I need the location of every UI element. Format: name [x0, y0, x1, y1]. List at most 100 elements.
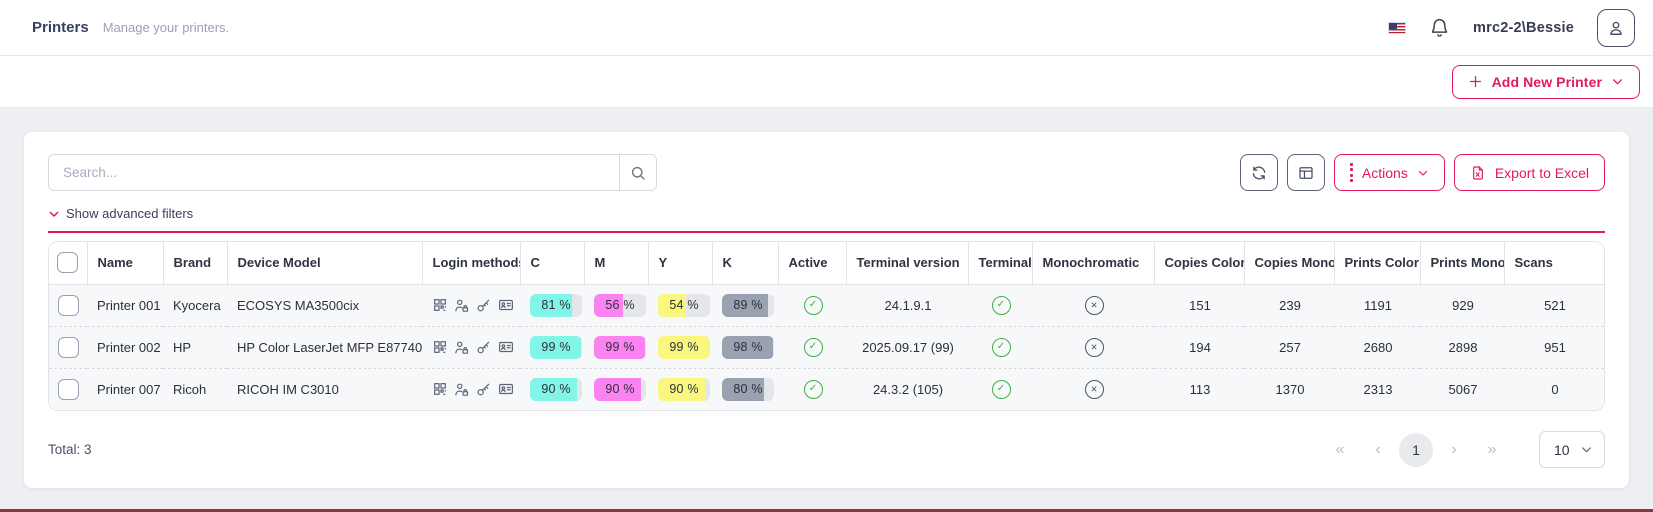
- login-methods: [432, 296, 515, 314]
- toner-y-badge: 99 %: [658, 335, 710, 359]
- topbar-right: mrc2-2\Bessie: [1388, 8, 1635, 47]
- column-header-y[interactable]: Y: [648, 242, 713, 284]
- key-icon: [475, 297, 492, 314]
- toner-y-badge: 90 %: [658, 377, 710, 401]
- user-lock-icon: [453, 297, 470, 314]
- page-size-select[interactable]: 10: [1539, 431, 1605, 468]
- terminal-status-icon: ✓: [991, 379, 1011, 399]
- cell-copies-color: 194: [1154, 325, 1244, 368]
- cell-scans: 951: [1504, 325, 1604, 368]
- chevron-down-icon: [48, 208, 60, 220]
- cell-copies-color: 113: [1154, 367, 1244, 410]
- monochromatic-status-icon: ✕: [1084, 337, 1104, 357]
- toner-k-badge: 80 %: [722, 377, 774, 401]
- column-header-monochromatic[interactable]: Monochromatic: [1032, 242, 1155, 284]
- cell-name: Printer 002: [87, 325, 163, 368]
- user-menu-button[interactable]: [1597, 8, 1635, 47]
- id-card-icon: [497, 380, 515, 398]
- cell-copies-mono: 1370: [1244, 367, 1334, 410]
- show-advanced-filters-toggle[interactable]: Show advanced filters: [48, 206, 193, 221]
- column-header-brand[interactable]: Brand: [163, 242, 228, 284]
- column-header-prints-mono[interactable]: Prints Mono: [1420, 242, 1505, 284]
- qr-code-icon: [432, 297, 448, 313]
- page-title: Printers: [32, 19, 89, 36]
- cell-prints-color: 1191: [1364, 297, 1392, 313]
- last-page-button[interactable]: »: [1475, 433, 1509, 467]
- cell-device-model: ECOSYS MA3500cix: [237, 297, 360, 313]
- refresh-button[interactable]: [1239, 154, 1278, 191]
- table-header-row: Name Brand Device Model Login methods C …: [49, 242, 1604, 284]
- column-header-name[interactable]: Name: [87, 242, 164, 284]
- cell-prints-color: 2313: [1334, 367, 1420, 410]
- column-header-k[interactable]: K: [712, 242, 779, 284]
- cell-scans: 521: [1544, 297, 1566, 313]
- column-header-terminal-version[interactable]: Terminal version: [846, 242, 969, 284]
- actions-label: Actions: [1361, 164, 1408, 181]
- refresh-icon: [1250, 164, 1268, 182]
- table-row[interactable]: Printer 001 Kyocera ECOSYS MA3500cix: [49, 284, 1604, 326]
- show-advanced-filters-label: Show advanced filters: [66, 206, 194, 221]
- cell-scans: 0: [1504, 367, 1604, 410]
- id-card-icon: [497, 296, 515, 314]
- actions-button[interactable]: Actions: [1333, 154, 1445, 191]
- column-header-scans[interactable]: Scans: [1504, 242, 1604, 284]
- row-checkbox[interactable]: [57, 294, 79, 316]
- cell-terminal-version: 24.3.2 (105): [846, 367, 968, 410]
- excel-file-icon: [1470, 165, 1486, 181]
- red-divider: [48, 231, 1605, 233]
- toner-c-badge: 90 %: [530, 377, 582, 401]
- cell-name: Printer 007: [87, 367, 163, 410]
- search-group: [48, 154, 657, 191]
- column-header-copies-mono[interactable]: Copies Mono: [1244, 242, 1335, 284]
- table-row[interactable]: Printer 002 HP HP Color LaserJet MFP E87…: [49, 325, 1604, 368]
- table-footer: Total: 3 « ‹ 1 › » 10: [48, 431, 1605, 468]
- cell-prints-mono: 929: [1452, 297, 1474, 313]
- plus-icon: [1468, 74, 1483, 89]
- notifications-bell-icon[interactable]: [1429, 17, 1450, 38]
- qr-code-icon: [432, 339, 448, 355]
- row-checkbox[interactable]: [57, 378, 79, 400]
- table-row[interactable]: Printer 007 Ricoh RICOH IM C3010: [49, 367, 1604, 410]
- add-new-printer-button[interactable]: Add New Printer: [1451, 64, 1640, 99]
- user-avatar-icon: [1606, 18, 1626, 38]
- toner-c-badge: 81 %: [530, 293, 582, 317]
- column-header-copies-color[interactable]: Copies Color: [1154, 242, 1245, 284]
- login-methods: [432, 338, 513, 356]
- previous-page-button[interactable]: ‹: [1361, 433, 1395, 467]
- column-header-prints-color[interactable]: Prints Color: [1334, 242, 1421, 284]
- search-button[interactable]: [619, 155, 656, 190]
- column-header-c[interactable]: C: [520, 242, 585, 284]
- monochromatic-status-icon: ✕: [1084, 379, 1104, 399]
- qr-code-icon: [432, 381, 448, 397]
- page-subtitle: Manage your printers.: [102, 20, 230, 35]
- select-all-checkbox[interactable]: [57, 252, 79, 274]
- row-checkbox[interactable]: [57, 336, 79, 358]
- printers-card: Actions Export to Excel: [24, 132, 1629, 488]
- kebab-dots-icon: [1349, 162, 1353, 183]
- column-header-device-model[interactable]: Device Model: [227, 242, 423, 284]
- terminal-status-icon: ✓: [991, 337, 1011, 357]
- toner-c-badge: 99 %: [530, 335, 582, 359]
- cell-copies-mono: 239: [1279, 297, 1301, 313]
- first-page-button[interactable]: «: [1323, 433, 1357, 467]
- toner-m-badge: 90 %: [594, 377, 646, 401]
- column-header-login-methods[interactable]: Login methods: [422, 242, 521, 284]
- language-flag-icon[interactable]: [1388, 21, 1407, 34]
- column-header-terminal[interactable]: Terminal: [968, 242, 1033, 284]
- active-status-icon: ✓: [803, 379, 823, 399]
- monochromatic-status-icon: ✕: [1084, 295, 1104, 315]
- search-icon: [629, 164, 647, 182]
- cell-prints-mono: 2898: [1420, 325, 1504, 368]
- cell-prints-mono: 5067: [1420, 367, 1504, 410]
- column-settings-button[interactable]: [1286, 154, 1325, 191]
- column-header-active[interactable]: Active: [778, 242, 847, 284]
- next-page-button[interactable]: ›: [1437, 433, 1471, 467]
- export-to-excel-button[interactable]: Export to Excel: [1453, 154, 1605, 191]
- current-page-button[interactable]: 1: [1399, 432, 1433, 467]
- column-header-m[interactable]: M: [584, 242, 649, 284]
- search-input[interactable]: [49, 155, 619, 190]
- toner-k-badge: 89 %: [722, 293, 774, 317]
- cell-terminal-version: 2025.09.17 (99): [846, 325, 968, 368]
- table-toolbar: Actions Export to Excel: [48, 154, 1605, 191]
- cell-prints-color: 2680: [1334, 325, 1420, 368]
